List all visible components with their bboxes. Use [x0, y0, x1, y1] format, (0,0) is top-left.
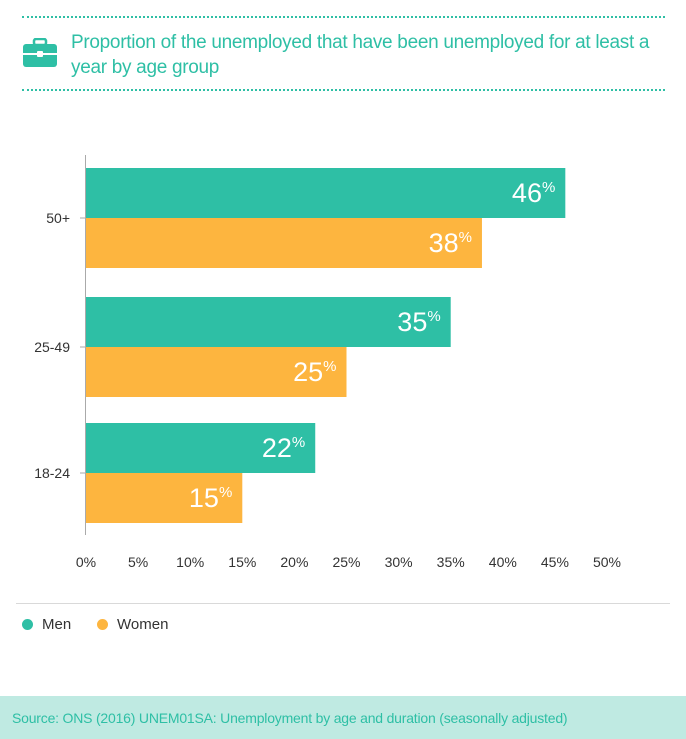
x-tick-label-45: 45%	[541, 554, 569, 570]
data-label-25-49-women: 25%	[293, 357, 336, 387]
data-label-50+-women: 38%	[429, 228, 472, 258]
data-label-18-24-men: 22%	[262, 433, 305, 463]
x-tick-label-20: 20%	[280, 554, 308, 570]
x-tick-label-0: 0%	[76, 554, 96, 570]
x-tick-label-25: 25%	[332, 554, 360, 570]
legend-item-men: Men	[22, 614, 71, 634]
y-tick-label-18-24: 18-24	[34, 465, 70, 481]
data-label-18-24-women: 15%	[189, 483, 232, 513]
bar-18-24-women	[86, 473, 243, 523]
x-tick-label-35: 35%	[437, 554, 465, 570]
x-tick-label-10: 10%	[176, 554, 204, 570]
source-footer: Source: ONS (2016) UNEM01SA: Unemploymen…	[0, 696, 686, 739]
legend-swatch-men	[22, 618, 33, 630]
bar-25-49-women	[86, 347, 347, 397]
chart-title: Proportion of the unemployed that have b…	[71, 32, 650, 78]
data-label-25-49-men: 35%	[397, 307, 440, 337]
header-bottom-divider	[22, 89, 665, 91]
x-tick-label-30: 30%	[385, 554, 413, 570]
header-top-divider	[22, 16, 665, 18]
x-tick-label-15: 15%	[228, 554, 256, 570]
bar-50+-women	[86, 218, 482, 268]
y-tick-label-25-49: 25-49	[34, 339, 70, 355]
bar-25-49-men	[86, 297, 451, 347]
bar-50+-men	[86, 168, 566, 218]
x-tick-label-50: 50%	[593, 554, 621, 570]
legend-item-women: Women	[97, 614, 168, 634]
legend-swatch-women	[97, 618, 108, 630]
x-tick-label-40: 40%	[489, 554, 517, 570]
legend-label-men: Men	[42, 615, 72, 633]
bar-18-24-men	[86, 423, 316, 473]
source-text: Source: ONS (2016) UNEM01SA: Unemploymen…	[12, 710, 568, 726]
y-tick-label-50+: 50+	[46, 210, 70, 226]
legend-divider	[16, 603, 670, 604]
briefcase-icon	[23, 38, 57, 67]
x-tick-label-5: 5%	[128, 554, 148, 570]
legend-label-women: Women	[117, 615, 169, 633]
bar-chart: 46% 38% 50+ 35% 25% 25-49 22% 15% 18-24 0% 5% 10% 15…	[34, 155, 621, 570]
data-label-50+-men: 46%	[512, 178, 555, 208]
